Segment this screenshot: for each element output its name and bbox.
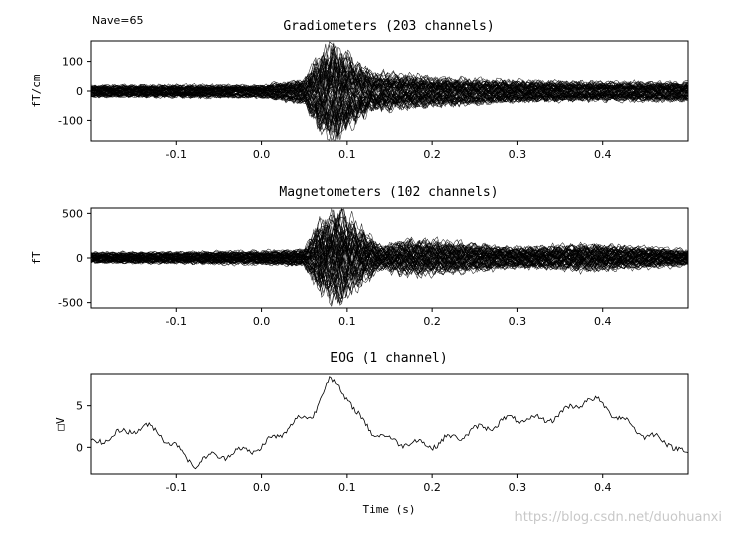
magnetometers-channel-trace [90, 207, 689, 257]
gradiometers-traces [90, 41, 689, 141]
gradiometers-x-tick-label: 0.2 [423, 148, 441, 161]
eog-xlabel: Time (s) [363, 503, 416, 516]
gradiometers-y-tick-label: 0 [76, 85, 83, 98]
magnetometers-title: Magnetometers (102 channels) [279, 185, 498, 200]
gradiometers-y-tick-label: -100 [58, 114, 83, 127]
eog-x-ticks: -0.1 0.0 0.1 0.2 0.3 0.4 [166, 474, 612, 494]
gradiometers-channel-trace [90, 60, 689, 93]
magnetometers-x-tick-label: 0.1 [338, 315, 356, 328]
magnetometers-y-ticks: 500 0 -500 [58, 207, 91, 310]
gradiometers-ylabel: fT/cm [30, 74, 43, 107]
magnetometers-traces [90, 207, 689, 307]
nave-label: Nave=65 [92, 14, 143, 27]
gradiometers-channel-trace [90, 77, 689, 108]
magnetometers-x-tick-label: 0.4 [594, 315, 612, 328]
magnetometers-x-tick-label: 0.2 [423, 315, 441, 328]
gradiometers-channel-trace [90, 48, 689, 90]
eog-axes-frame [90, 373, 689, 475]
gradiometers-title: Gradiometers (203 channels) [283, 19, 494, 34]
magnetometers-y-tick-label: -500 [58, 297, 83, 310]
magnetometers-channel-trace [90, 259, 689, 306]
eog-x-tick-label: 0.2 [423, 481, 441, 494]
gradiometers-x-tick-label: 0.0 [253, 148, 271, 161]
gradiometers-y-tick-label: 100 [62, 56, 83, 69]
eog-x-tick-label: 0.1 [338, 481, 356, 494]
magnetometers-channel-trace [90, 237, 689, 268]
gradiometers-x-tick-label: 0.4 [594, 148, 612, 161]
magnetometers-x-tick-label: 0.3 [509, 315, 527, 328]
eog-channel-trace [90, 376, 689, 470]
gradiometers-channel-trace [90, 93, 689, 140]
magnetometers-channel-trace [90, 208, 689, 257]
gradiometers-channel-trace [90, 91, 689, 124]
gradiometers-channel-trace [90, 85, 689, 116]
magnetometers-channel-trace [90, 238, 689, 267]
eog-y-tick-label: 0 [76, 441, 83, 454]
magnetometers-ylabel: fT [30, 251, 43, 265]
magnetometers-x-ticks: -0.1 0.0 0.1 0.2 0.3 0.4 [166, 308, 612, 328]
eog-title: EOG (1 channel) [330, 351, 447, 366]
magnetometers-channel-trace [90, 216, 689, 258]
magnetometers-panel: Magnetometers (102 channels) 500 0 -500 -0… [30, 185, 689, 328]
gradiometers-x-tick-label: -0.1 [166, 148, 187, 161]
magnetometers-y-tick-label: 500 [62, 207, 83, 220]
gradiometers-channel-trace [90, 74, 689, 103]
eog-panel: EOG (1 channel) 50 -0.1 0.0 0.1 0.2 0.3 0.4 □… [54, 351, 689, 516]
eog-traces [90, 376, 689, 470]
eog-x-tick-label: -0.1 [166, 481, 187, 494]
eog-ylabel: □V [54, 417, 67, 431]
magnetometers-channel-trace [90, 258, 689, 293]
watermark: https://blog.csdn.net/duohuanxi [515, 510, 723, 525]
magnetometers-channel-trace [90, 235, 689, 262]
gradiometers-channel-trace [90, 92, 689, 137]
gradiometers-panel: Gradiometers (203 channels) 100 0 -100 -0.… [30, 19, 689, 161]
magnetometers-channel-trace [90, 260, 689, 307]
eog-y-tick-label: 5 [76, 400, 83, 413]
gradiometers-channel-trace [90, 90, 689, 135]
magnetometers-x-tick-label: 0.0 [253, 315, 271, 328]
magnetometers-x-tick-label: -0.1 [166, 315, 187, 328]
eog-y-ticks: 50 [76, 400, 91, 454]
magnetometers-y-tick-label: 0 [76, 252, 83, 265]
gradiometers-y-ticks: 100 0 -100 [58, 56, 91, 127]
gradiometers-channel-trace [90, 79, 689, 109]
eog-x-tick-label: 0.3 [509, 481, 527, 494]
gradiometers-channel-trace [90, 59, 689, 92]
eog-x-tick-label: 0.4 [594, 481, 612, 494]
magnetometers-channel-trace [90, 238, 689, 268]
gradiometers-x-tick-label: 0.1 [338, 148, 356, 161]
magnetometers-channel-trace [90, 259, 689, 304]
gradiometers-x-tick-label: 0.3 [509, 148, 527, 161]
gradiometers-x-ticks: -0.1 0.0 0.1 0.2 0.3 0.4 [166, 141, 612, 161]
eog-x-tick-label: 0.0 [253, 481, 271, 494]
